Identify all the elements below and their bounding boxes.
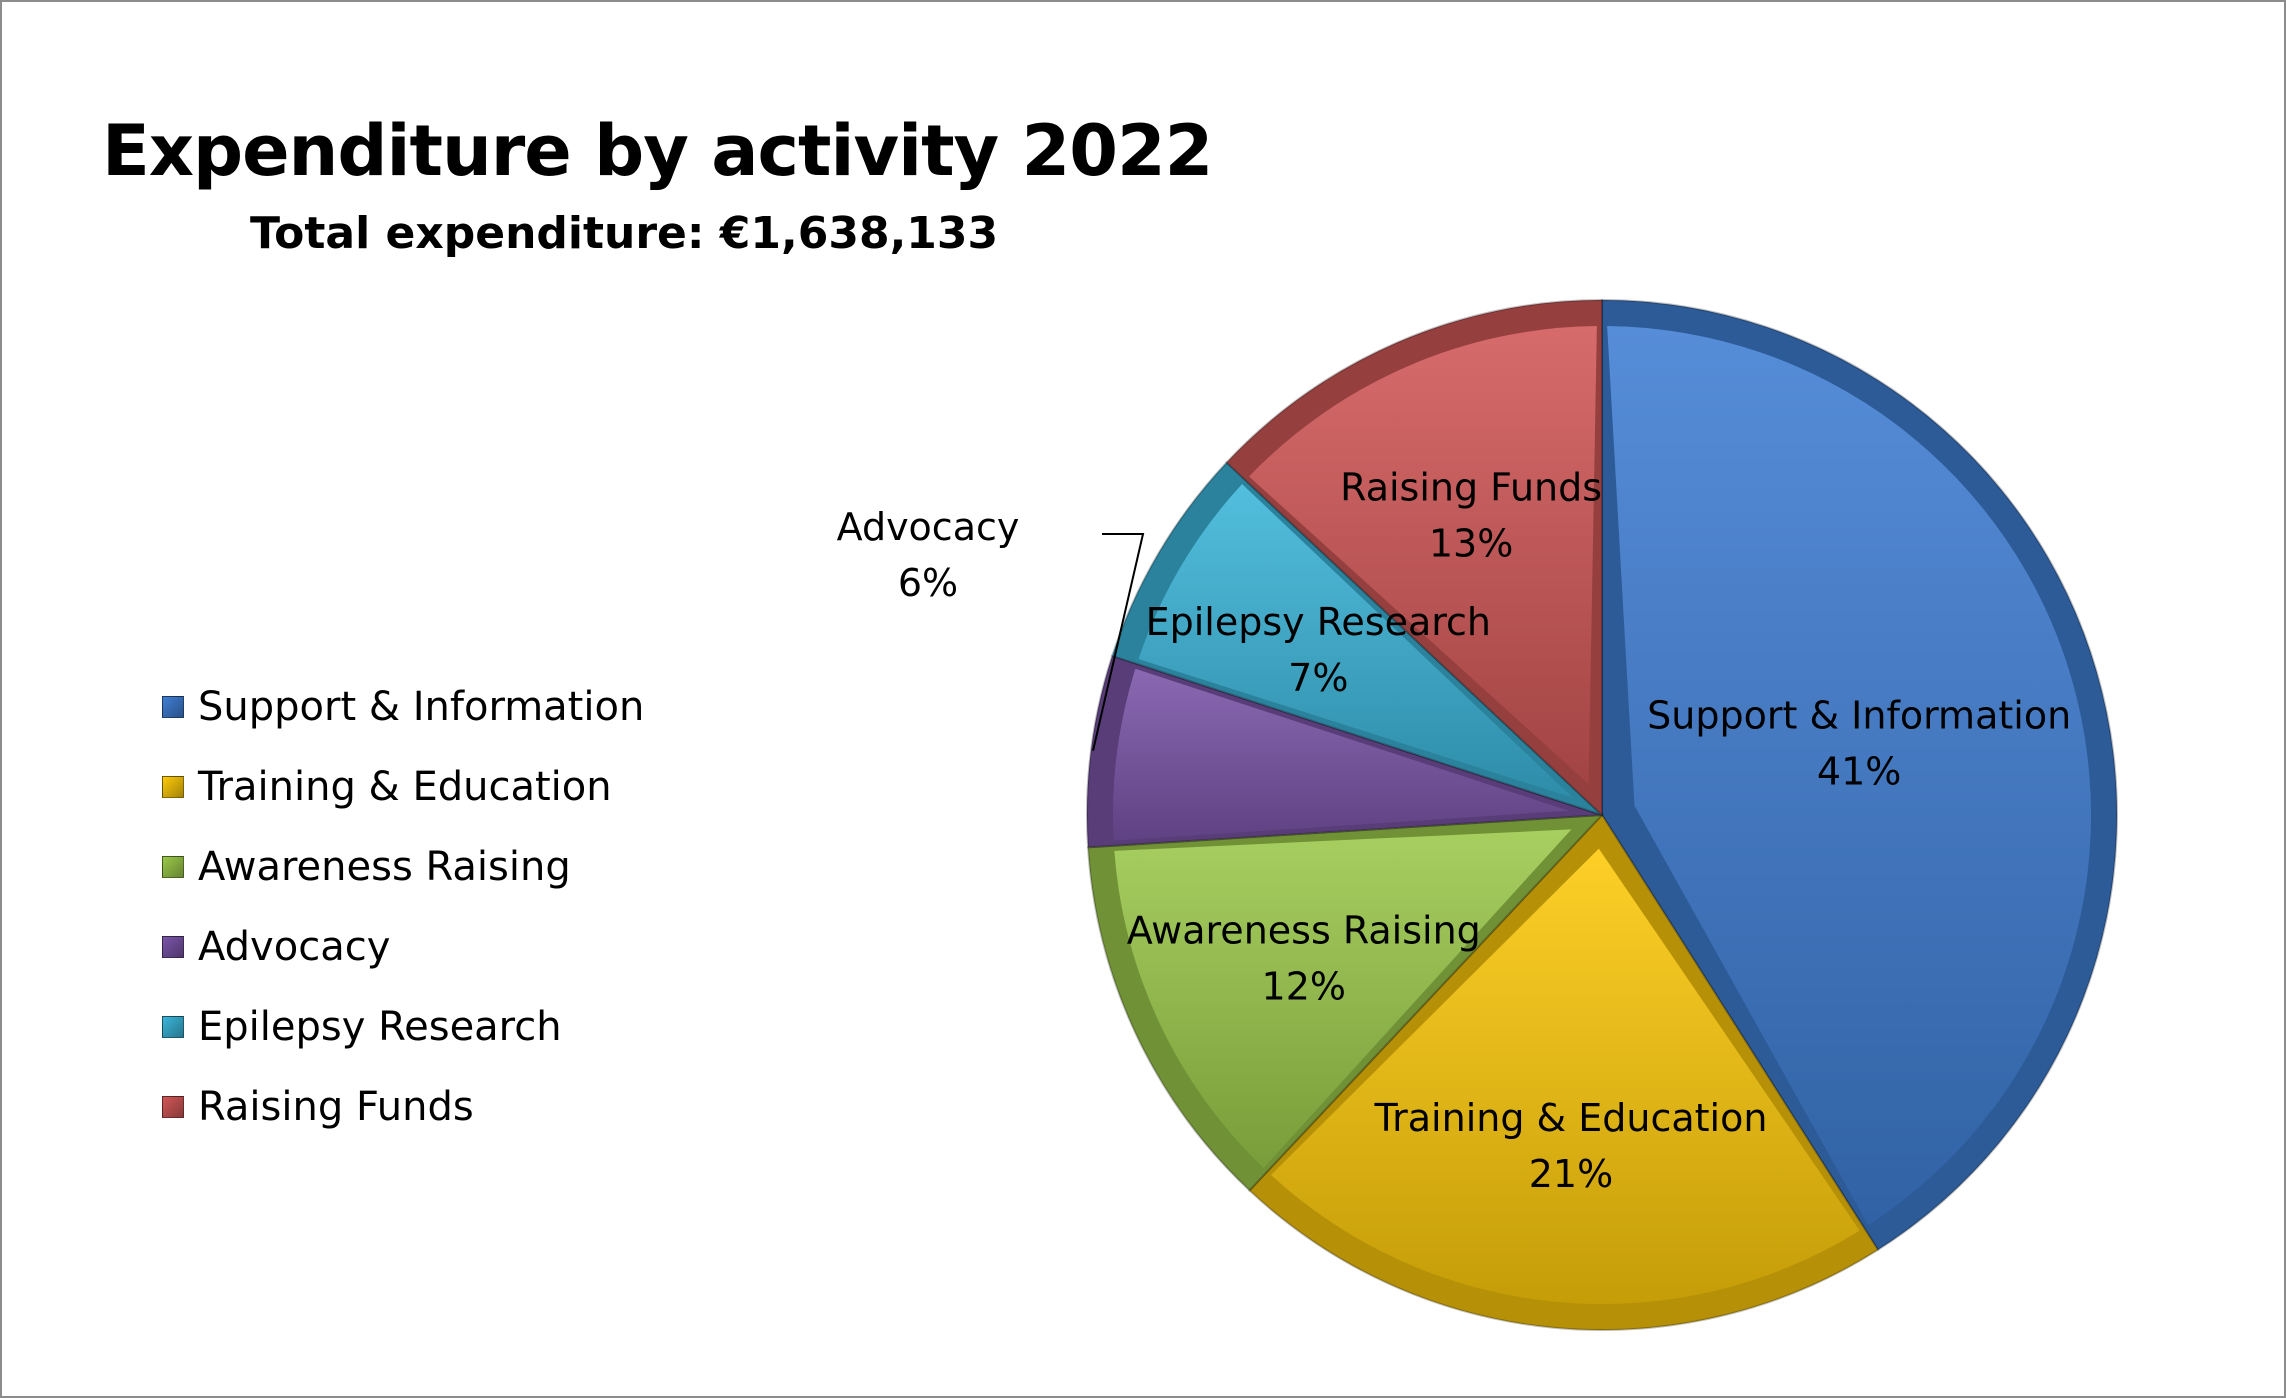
pie-slice-face	[1113, 668, 1569, 841]
slice-name-label: Epilepsy Research	[1146, 600, 1491, 644]
pie-slice-face	[1249, 326, 1597, 784]
legend-swatch	[162, 696, 184, 718]
legend-swatch	[162, 936, 184, 958]
chart-title: Expenditure by activity 2022	[102, 110, 1213, 192]
pie-slice-face	[1271, 848, 1860, 1304]
legend-label: Support & Information	[198, 684, 645, 730]
slice-name-label: Support & Information	[1647, 693, 2071, 737]
legend-swatch	[162, 776, 184, 798]
chart-subtitle: Total expenditure: €1,638,133	[250, 208, 999, 259]
legend-label: Raising Funds	[198, 1084, 474, 1130]
slice-value-label: 7%	[1288, 656, 1348, 700]
slice-name-label: Advocacy	[837, 505, 1020, 549]
legend-item: Epilepsy Research	[162, 987, 644, 1067]
slice-value-label: 21%	[1529, 1152, 1613, 1196]
pie-slice-face	[1114, 829, 1572, 1168]
leader-line	[1092, 533, 1145, 751]
slice-value-label: 6%	[898, 561, 958, 605]
slice-value-label: 13%	[1429, 522, 1513, 566]
legend-swatch	[162, 1016, 184, 1038]
legend-label: Epilepsy Research	[198, 1004, 562, 1050]
legend-item: Advocacy	[162, 907, 644, 987]
pie-slices	[1086, 298, 2118, 1331]
legend-item: Raising Funds	[162, 1067, 644, 1147]
legend-label: Training & Education	[198, 764, 612, 810]
slice-name-label: Training & Education	[1374, 1096, 1768, 1140]
slice-name-label: Raising Funds	[1340, 466, 1602, 510]
slice-value-label: 41%	[1817, 749, 1901, 793]
legend-item: Awareness Raising	[162, 827, 644, 907]
legend-item: Support & Information	[162, 667, 644, 747]
pie-slice-face	[1607, 326, 2091, 1226]
legend-label: Awareness Raising	[198, 844, 571, 890]
slice-name-label: Awareness Raising	[1127, 908, 1481, 952]
pie-slice-face	[1138, 484, 1573, 798]
pie-labels: Support & Information 41% Training & Educa…	[837, 466, 2072, 1197]
legend-label: Advocacy	[198, 924, 391, 970]
slice-value-label: 12%	[1262, 964, 1346, 1008]
legend-swatch	[162, 856, 184, 878]
legend: Support & Information Training & Educati…	[162, 667, 644, 1147]
legend-item: Training & Education	[162, 747, 644, 827]
legend-swatch	[162, 1096, 184, 1118]
